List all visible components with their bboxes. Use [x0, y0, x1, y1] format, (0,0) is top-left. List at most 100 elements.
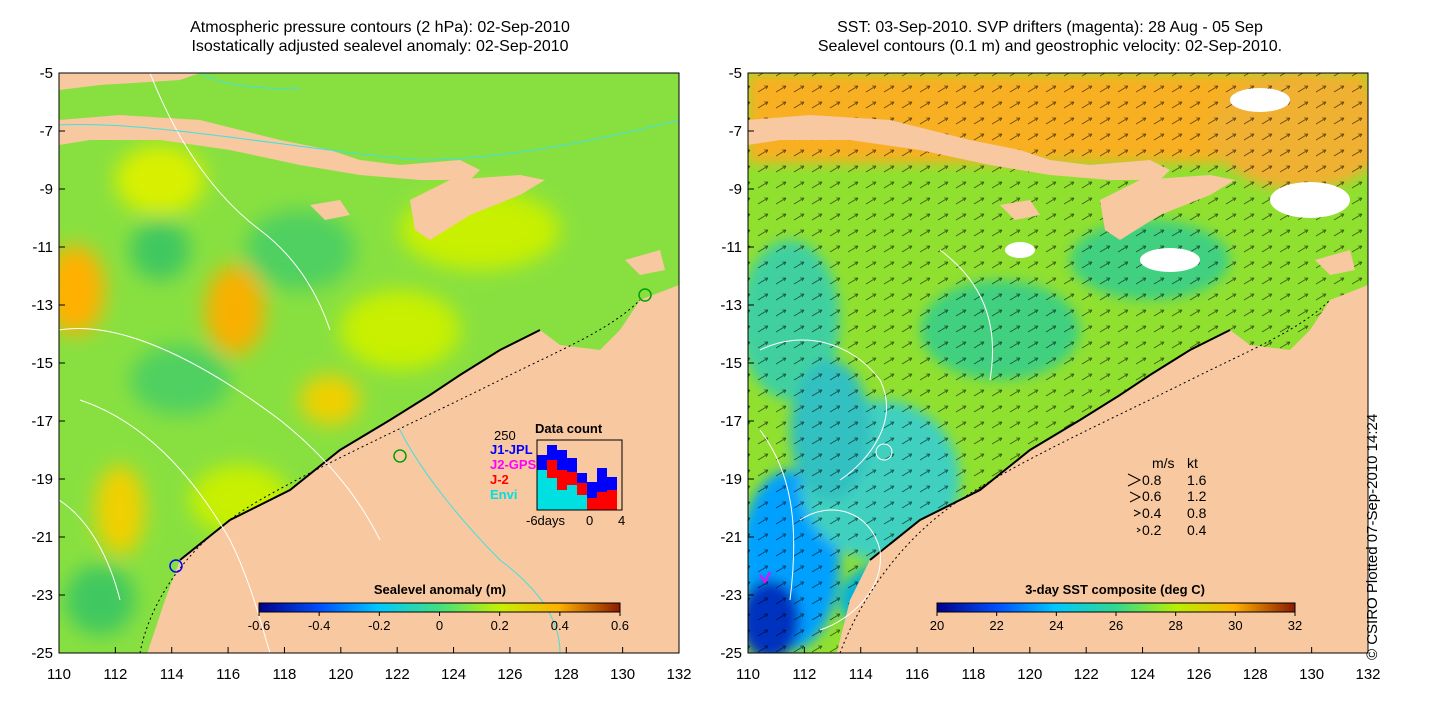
left-panel-title: Atmospheric pressure contours (2 hPa): 0… — [40, 18, 720, 56]
inset-title: Data count — [535, 421, 603, 436]
left-lat-label: -13 — [31, 297, 53, 314]
left-map — [59, 73, 679, 653]
right-title-line2: Sealevel contours (0.1 m) and geostrophi… — [817, 38, 1283, 55]
inset-mission-j2gps: J2-GPS — [490, 457, 537, 472]
right-lon-label: 118 — [961, 666, 985, 683]
right-colorbar-label: 20 — [930, 618, 944, 633]
left-colorbar-label: 0.4 — [551, 618, 569, 633]
left-lon-label: 130 — [610, 666, 635, 683]
left-lon-label: 120 — [328, 666, 353, 683]
left-arnhem-land — [625, 250, 665, 275]
left-lon-label: 118 — [272, 666, 296, 683]
right-colorbar-label: 26 — [1109, 618, 1123, 633]
right-longitude-axis: 110 112 114 116 118 120 122 124 126 128 130 132 — [736, 647, 1381, 683]
velocity-legend-row2-kt: 1.2 — [1187, 488, 1207, 504]
right-cloud-gaps — [1005, 88, 1350, 272]
right-lon-label: 120 — [1017, 666, 1042, 683]
left-lat-label: -23 — [31, 587, 53, 604]
right-indonesia-land — [748, 115, 1170, 180]
left-sumba-land — [310, 200, 350, 220]
right-lon-label: 110 — [736, 666, 760, 683]
right-lon-label: 122 — [1074, 666, 1099, 683]
left-lat-label: -9 — [40, 181, 53, 198]
right-lon-label: 114 — [849, 666, 873, 683]
left-longitude-axis: 110 112 114 116 118 120 122 124 126 128 130 132 — [47, 647, 692, 683]
right-lat-label: -5 — [729, 65, 742, 82]
velocity-legend-row4-ms: 0.2 — [1142, 522, 1162, 538]
left-lon-label: 122 — [385, 666, 410, 683]
left-title-line2: Isostatically adjusted sealevel anomaly:… — [191, 38, 569, 55]
right-title-line1: SST: 03-Sep-2010. SVP drifters (magenta)… — [837, 19, 1263, 36]
right-lat-label: -9 — [729, 181, 742, 198]
left-lat-label: -5 — [40, 65, 53, 82]
right-colorbar-label: 32 — [1288, 618, 1302, 633]
velocity-arrow-02 — [1136, 527, 1141, 533]
left-colorbar-label: 0.6 — [611, 618, 629, 633]
left-lon-label: 110 — [47, 666, 71, 683]
right-colorbar-label: 24 — [1049, 618, 1063, 633]
right-shelf-break — [839, 299, 1331, 653]
inset-max-label: 250 — [494, 428, 516, 443]
velocity-legend-row2-ms: 0.6 — [1142, 488, 1162, 504]
left-lon-label: 114 — [160, 666, 184, 683]
left-indonesia-land — [59, 115, 480, 180]
right-lat-label: -21 — [720, 529, 742, 546]
right-panel-title: SST: 03-Sep-2010. SVP drifters (magenta)… — [710, 18, 1390, 56]
left-title-line1: Atmospheric pressure contours (2 hPa): 0… — [190, 19, 570, 36]
left-lat-label: -15 — [31, 355, 53, 372]
inset-mission-j1: J1-JPL — [490, 442, 533, 457]
right-colorbar-title: 3-day SST composite (deg C) — [1025, 582, 1205, 597]
right-australia-land — [836, 285, 1368, 653]
left-lon-label: 112 — [103, 666, 127, 683]
inset-xlabel-start: -6days — [526, 513, 566, 528]
right-drifter-track — [759, 571, 771, 584]
velocity-legend-row3-kt: 0.8 — [1187, 505, 1207, 521]
right-colorbar-label: 28 — [1168, 618, 1182, 633]
right-lat-label: -19 — [720, 471, 742, 488]
left-lat-label: -17 — [31, 413, 53, 430]
right-lon-label: 132 — [1355, 666, 1380, 683]
right-lat-label: -25 — [720, 645, 742, 662]
inset-xlabel-zero: 0 — [586, 513, 593, 528]
left-colorbar: Sealevel anomaly (m) -0.6 -0.4 -0.2 0 0.2 0.4… — [248, 582, 629, 633]
right-colorbar: 3-day SST composite (deg C) 20 22 24 26 28 30… — [930, 582, 1302, 633]
right-colorbar-label: 30 — [1228, 618, 1242, 633]
left-australia-land — [147, 285, 679, 653]
left-colorbar-label: 0 — [436, 618, 443, 633]
left-lon-label: 126 — [497, 666, 522, 683]
left-colorbar-label: 0.2 — [491, 618, 509, 633]
left-station-marker — [638, 288, 652, 302]
copyright-credit: © CSIRO Plotted 07-Sep-2010 14:24 — [1364, 413, 1381, 660]
left-station-marker — [169, 559, 183, 573]
velocity-arrow-04 — [1133, 509, 1142, 517]
left-lon-label: 132 — [666, 666, 691, 683]
left-latitude-axis: -5 -7 -9 -11 -13 -15 -17 -19 -21 -23 -25 — [31, 65, 65, 662]
left-coastline — [179, 329, 541, 561]
velocity-legend-row1-kt: 1.6 — [1187, 472, 1207, 488]
right-lat-label: -13 — [720, 297, 742, 314]
left-north-land — [59, 73, 200, 90]
velocity-legend-row4-kt: 0.4 — [1187, 522, 1207, 538]
left-station-marker — [393, 449, 407, 463]
inset-mission-envi: Envi — [490, 487, 517, 502]
inset-bars — [537, 445, 617, 510]
left-lat-label: -19 — [31, 471, 53, 488]
right-lat-label: -23 — [720, 587, 742, 604]
left-shelf-contours — [59, 73, 679, 653]
right-lat-label: -7 — [729, 123, 742, 140]
left-colorbar-title: Sealevel anomaly (m) — [374, 582, 506, 597]
velocity-arrow-06 — [1129, 491, 1142, 503]
right-sumba-land — [1000, 200, 1040, 220]
velocity-legend-ms-header: m/s — [1152, 455, 1175, 471]
right-lat-label: -11 — [721, 239, 742, 256]
right-colorbar-label: 22 — [989, 618, 1003, 633]
left-colorbar-label: -0.4 — [308, 618, 330, 633]
left-lon-label: 124 — [441, 666, 466, 683]
right-lon-label: 130 — [1299, 666, 1324, 683]
left-lat-label: -11 — [32, 239, 53, 256]
velocity-arrow-08 — [1127, 473, 1142, 487]
right-lon-label: 124 — [1130, 666, 1155, 683]
right-lon-label: 112 — [792, 666, 816, 683]
left-lat-label: -25 — [31, 645, 53, 662]
